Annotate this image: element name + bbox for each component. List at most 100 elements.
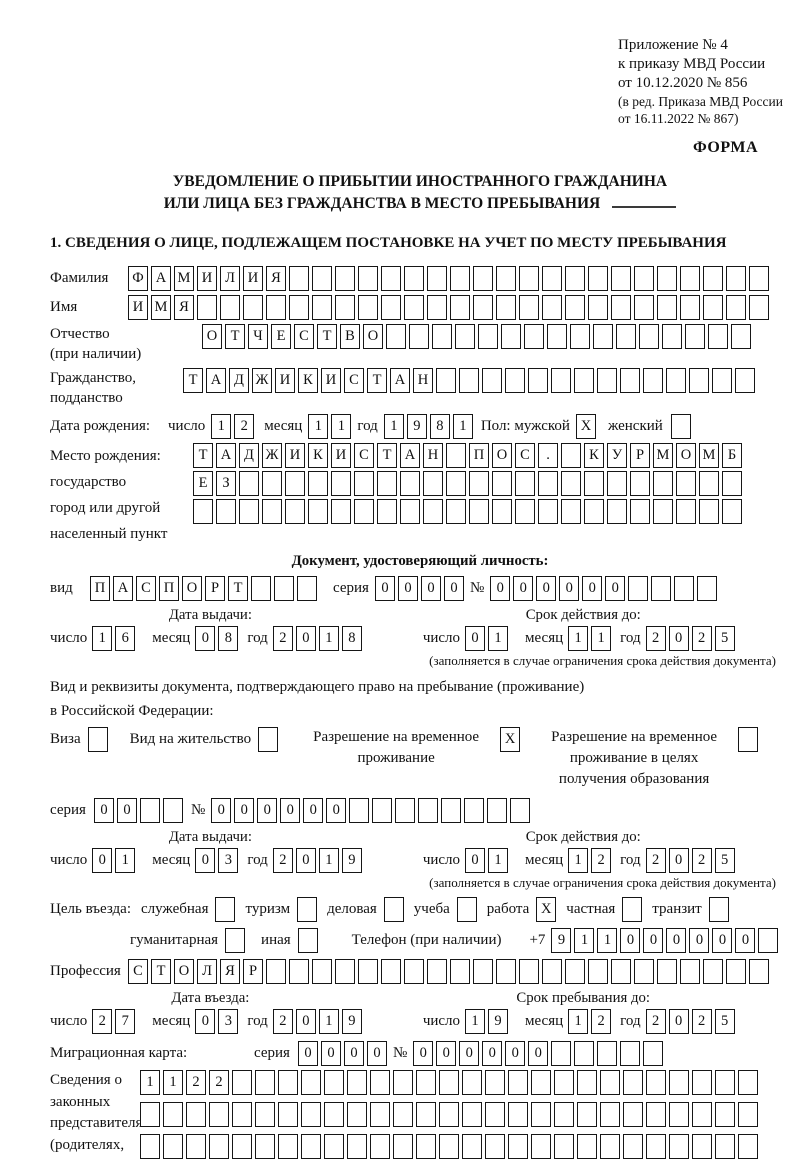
- char-box[interactable]: 0: [443, 576, 464, 601]
- char-box[interactable]: [542, 295, 562, 320]
- char-box[interactable]: Ч: [248, 324, 268, 349]
- char-box[interactable]: [639, 324, 659, 349]
- char-box[interactable]: 0: [605, 576, 626, 601]
- char-box[interactable]: 3: [218, 848, 239, 873]
- char-box[interactable]: [324, 1134, 344, 1159]
- char-box[interactable]: [485, 1070, 505, 1095]
- char-box[interactable]: [715, 1070, 735, 1095]
- char-box[interactable]: [163, 1102, 183, 1127]
- char-box[interactable]: [531, 1134, 551, 1159]
- char-box[interactable]: Н: [413, 368, 433, 393]
- char-box[interactable]: [193, 499, 213, 524]
- char-box[interactable]: И: [285, 443, 305, 468]
- char-box[interactable]: 0: [735, 928, 756, 953]
- char-box[interactable]: [515, 471, 535, 496]
- char-box[interactable]: [542, 959, 562, 984]
- char-box[interactable]: [197, 295, 217, 320]
- char-box[interactable]: Я: [220, 959, 240, 984]
- char-box[interactable]: [588, 959, 608, 984]
- char-box[interactable]: [464, 798, 485, 823]
- char-box[interactable]: 2: [645, 1009, 666, 1034]
- char-box[interactable]: [297, 928, 318, 953]
- char-box[interactable]: 9: [406, 414, 427, 439]
- char-box[interactable]: 1: [452, 414, 473, 439]
- char-box[interactable]: [216, 499, 236, 524]
- char-box[interactable]: [674, 576, 695, 601]
- char-box[interactable]: [531, 1070, 551, 1095]
- char-box[interactable]: А: [206, 368, 226, 393]
- char-box[interactable]: 2: [591, 848, 612, 873]
- char-box[interactable]: [370, 1102, 390, 1127]
- char-box[interactable]: 0: [295, 848, 316, 873]
- char-box[interactable]: 6: [115, 626, 136, 651]
- char-box[interactable]: 0: [343, 1041, 364, 1066]
- char-box[interactable]: [485, 1134, 505, 1159]
- char-box[interactable]: [347, 1102, 367, 1127]
- char-box[interactable]: М: [699, 443, 719, 468]
- char-box[interactable]: [383, 897, 404, 922]
- char-box[interactable]: [209, 1102, 229, 1127]
- char-box[interactable]: [462, 1102, 482, 1127]
- char-box[interactable]: X: [500, 727, 521, 752]
- char-box[interactable]: [289, 295, 309, 320]
- char-box[interactable]: [386, 324, 406, 349]
- char-box[interactable]: Т: [151, 959, 171, 984]
- char-box[interactable]: М: [151, 295, 171, 320]
- char-box[interactable]: [703, 266, 723, 291]
- char-box[interactable]: [611, 959, 631, 984]
- char-box[interactable]: Ж: [252, 368, 272, 393]
- char-box[interactable]: 0: [513, 576, 534, 601]
- char-box[interactable]: [469, 471, 489, 496]
- char-box[interactable]: С: [128, 959, 148, 984]
- char-box[interactable]: [623, 1070, 643, 1095]
- char-box[interactable]: 0: [668, 848, 689, 873]
- char-box[interactable]: С: [344, 368, 364, 393]
- char-box[interactable]: [482, 368, 502, 393]
- char-box[interactable]: [285, 499, 305, 524]
- char-box[interactable]: А: [216, 443, 236, 468]
- char-box[interactable]: О: [492, 443, 512, 468]
- char-box[interactable]: [528, 368, 548, 393]
- char-box[interactable]: [623, 1134, 643, 1159]
- char-box[interactable]: [370, 1134, 390, 1159]
- char-box[interactable]: [561, 499, 581, 524]
- char-box[interactable]: 2: [691, 1009, 712, 1034]
- char-box[interactable]: 0: [297, 1041, 318, 1066]
- char-box[interactable]: [669, 1070, 689, 1095]
- char-box[interactable]: [416, 1134, 436, 1159]
- char-box[interactable]: 1: [383, 414, 404, 439]
- char-box[interactable]: 2: [691, 848, 712, 873]
- char-box[interactable]: [726, 266, 746, 291]
- char-box[interactable]: [232, 1070, 252, 1095]
- char-box[interactable]: [653, 499, 673, 524]
- char-box[interactable]: [597, 1041, 618, 1066]
- char-box[interactable]: [597, 368, 617, 393]
- char-box[interactable]: [669, 1134, 689, 1159]
- char-box[interactable]: [301, 1102, 321, 1127]
- char-box[interactable]: [565, 959, 585, 984]
- char-box[interactable]: [459, 368, 479, 393]
- char-box[interactable]: 8: [341, 626, 362, 651]
- char-box[interactable]: 5: [714, 626, 735, 651]
- char-box[interactable]: И: [128, 295, 148, 320]
- char-box[interactable]: М: [174, 266, 194, 291]
- char-box[interactable]: [393, 1134, 413, 1159]
- char-box[interactable]: [255, 1070, 275, 1095]
- char-box[interactable]: Л: [220, 266, 240, 291]
- char-box[interactable]: [749, 266, 769, 291]
- char-box[interactable]: [703, 959, 723, 984]
- char-box[interactable]: 0: [211, 798, 232, 823]
- char-box[interactable]: [462, 1070, 482, 1095]
- char-box[interactable]: 0: [689, 928, 710, 953]
- char-box[interactable]: [220, 295, 240, 320]
- char-box[interactable]: [676, 471, 696, 496]
- char-box[interactable]: Т: [377, 443, 397, 468]
- char-box[interactable]: [588, 266, 608, 291]
- char-box[interactable]: [262, 471, 282, 496]
- char-box[interactable]: [669, 1102, 689, 1127]
- char-box[interactable]: 1: [211, 414, 232, 439]
- char-box[interactable]: [436, 368, 456, 393]
- char-box[interactable]: [561, 471, 581, 496]
- char-box[interactable]: [519, 266, 539, 291]
- char-box[interactable]: [423, 471, 443, 496]
